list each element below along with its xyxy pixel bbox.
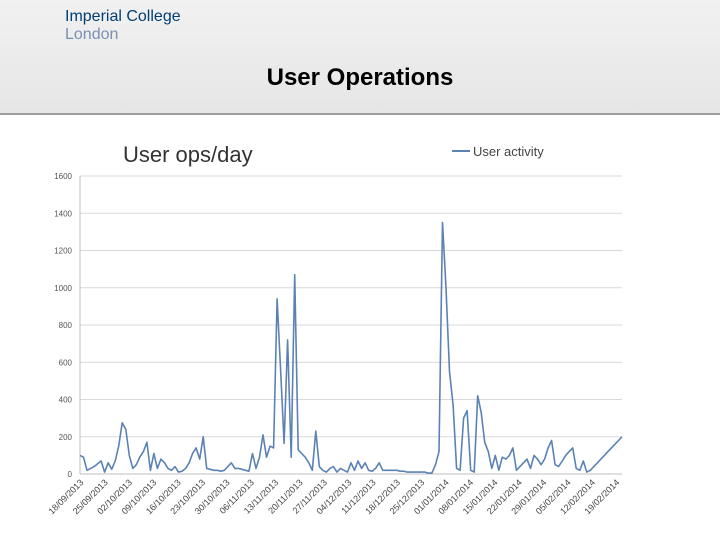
y-axis-ticks: 0 200 400 600 800 1000 1200 1400 1600 [54, 172, 72, 479]
logo-line2: London [65, 26, 119, 43]
x-axis-ticks: 18/09/201325/09/201302/10/201309/10/2013… [46, 477, 621, 516]
gridlines [79, 175, 622, 475]
y-tick-label: 600 [59, 358, 73, 367]
imperial-college-logo: Imperial College London [65, 8, 181, 44]
slide-header: Imperial College London User Operations [0, 0, 720, 115]
user-ops-line-chart: User ops/day User activity 0 200 400 600 800… [46, 142, 623, 516]
y-tick-label: 200 [59, 433, 73, 442]
y-tick-label: 1200 [54, 247, 72, 256]
slide-title: User Operations [266, 64, 454, 91]
legend-label: User activity [473, 144, 544, 159]
y-tick-label: 1400 [54, 209, 72, 218]
user-activity-series-line [79, 221, 623, 474]
y-tick-label: 1000 [54, 284, 72, 293]
chart-title: User ops/day [123, 142, 253, 167]
logo-line1: Imperial College [65, 8, 181, 25]
y-tick-label: 0 [68, 470, 73, 479]
y-tick-label: 1600 [54, 172, 72, 181]
y-tick-label: 400 [59, 396, 73, 405]
y-tick-label: 800 [59, 321, 73, 330]
